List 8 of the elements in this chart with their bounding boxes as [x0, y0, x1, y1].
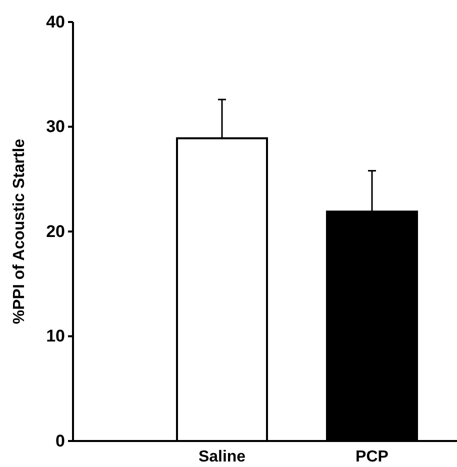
- y-tick-label: 10: [46, 326, 65, 346]
- y-tick-label: 20: [46, 222, 65, 241]
- y-axis-title: %PPI of Acoustic Startle: [11, 138, 28, 324]
- x-tick-label: Saline: [198, 448, 246, 466]
- x-tick-label: PCP: [356, 448, 389, 466]
- y-tick-label: 0: [56, 431, 65, 450]
- y-tick-label: 30: [46, 117, 65, 136]
- y-tick-label: 40: [46, 12, 65, 32]
